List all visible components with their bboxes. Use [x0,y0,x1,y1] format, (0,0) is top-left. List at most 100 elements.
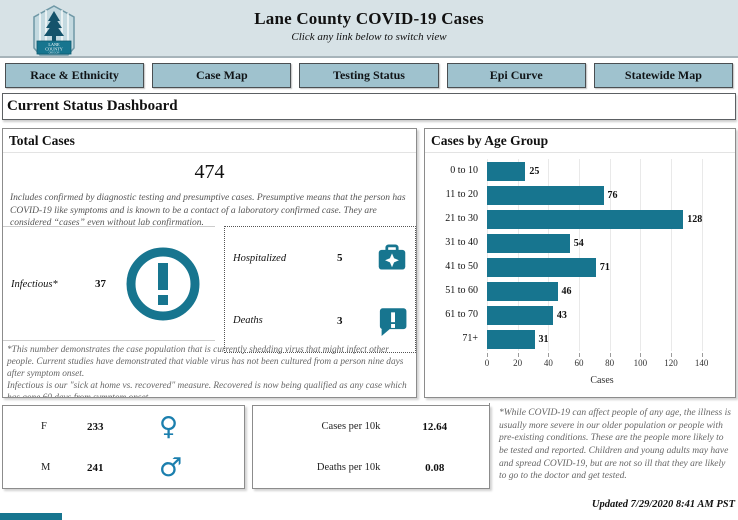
infectious-footnote: *This number demonstrates the case popul… [7,345,407,397]
svg-text:COUNTY: COUNTY [45,47,62,52]
deaths-value: 3 [337,314,343,327]
gender-row: F 233 ♀ [3,406,244,447]
bar-value-label: 54 [573,237,584,249]
nav-button-statewide-map[interactable]: Statewide Map [593,63,734,88]
gridline [579,159,580,351]
corner-accent-bar [0,513,62,520]
infectious-row: Infectious* 37 [3,229,218,339]
total-cases-title: Total Cases [3,129,416,153]
nav-button-testing-status[interactable]: Testing Status [299,63,439,88]
bar-row: 43 [487,303,717,327]
x-tick-mark [701,353,703,357]
bar-0-to-10[interactable] [487,161,526,181]
header: LANE COUNTY OREGON Lane County COVID-19 … [0,0,738,58]
x-tick-mark [487,353,488,357]
hospitalized-label: Hospitalized [233,252,287,264]
female-icon: ♀ [159,411,179,442]
age-category-label: 61 to 70 [445,309,478,320]
x-tick-mark [548,353,550,357]
nav-button-case-map[interactable]: Case Map [152,63,292,88]
rate-value: 12.64 [422,420,448,433]
male-icon: ♂ [159,452,183,483]
total-cases-panel: Total Cases 474 Includes confirmed by di… [2,128,417,398]
bar-row: 128 [487,207,717,231]
bar-71-[interactable] [487,329,535,349]
bar-31-to-40[interactable] [487,233,570,253]
gender-panel: F 233 ♀ M 241 ♂ [2,405,245,489]
nav-button-epi-curve[interactable]: Epi Curve [446,63,586,88]
deaths-label: Deaths [233,315,263,327]
gridline [609,159,611,351]
gridline [487,159,488,351]
x-tick-label: 120 [664,358,678,368]
gridline [640,159,642,351]
rate-label: Cases per 10k [321,421,381,432]
svg-text:LANE: LANE [48,42,60,47]
x-tick-label: 40 [543,358,553,368]
total-cases-value: 474 [194,161,225,183]
medical-kit-icon [378,244,406,270]
divider [3,340,215,341]
age-chart-x-axis-title: Cases [590,375,614,386]
page-header-subtitle: Click any link below to switch view [291,31,447,43]
hospitalized-row: Hospitalized 5 [225,227,415,290]
bar-row: 31 [487,327,717,351]
gridline [671,159,672,351]
bar-21-to-30[interactable] [487,209,684,229]
bar-value-label: 31 [538,333,549,345]
age-note-text: *While COVID-19 can affect people of any… [499,408,731,482]
gender-value: 233 [87,420,104,433]
gridline [517,159,519,351]
x-tick-label: 100 [633,358,648,368]
bar-value-label: 71 [599,261,610,273]
bar-value-label: 76 [607,189,618,201]
svg-text:OREGON: OREGON [49,52,60,55]
page-header-title: Lane County COVID-19 Cases [254,9,484,28]
x-tick-mark [671,353,672,357]
hospitalized-value: 5 [337,252,343,265]
lane-county-logo-icon: LANE COUNTY OREGON [33,5,75,56]
age-chart-category-labels: 0 to 10 11 to 20 21 to 30 31 to 40 41 to 50 5… [425,159,483,351]
infectious-label: Infectious* [11,278,58,290]
bar-row: 25 [487,159,717,183]
rate-row: Cases per 10k 12.64 [253,406,489,447]
age-note-panel: *While COVID-19 can affect people of any… [489,403,738,485]
bar-row: 54 [487,231,717,255]
gridline [701,159,703,351]
nav-button-race-ethnicity[interactable]: Race & Ethnicity [5,63,145,88]
bar-61-to-70[interactable] [487,305,553,325]
bar-value-label: 25 [529,165,540,177]
divider [3,226,215,227]
bar-row: 71 [487,255,717,279]
age-category-label: 51 to 60 [445,285,478,296]
x-tick-label: 60 [574,358,584,368]
bar-value-label: 46 [561,285,572,297]
gender-label: M [41,462,51,473]
gridline [548,159,550,351]
bar-value-label: 128 [687,213,703,225]
bar-41-to-50[interactable] [487,257,596,277]
bar-51-to-60[interactable] [487,281,558,301]
age-category-label: 71+ [462,333,478,344]
bar-11-to-20[interactable] [487,185,604,205]
alert-bubble-icon [379,308,407,336]
x-tick-label: 20 [513,358,523,368]
gender-value: 241 [87,461,104,474]
x-tick-label: 0 [484,358,490,368]
deaths-row: Deaths 3 [225,290,415,353]
age-chart-title: Cases by Age Group [425,129,735,153]
last-updated-timestamp: Updated 7/29/2020 8:41 AM PST [591,499,735,510]
rate-value: 0.08 [425,461,445,474]
age-chart-x-axis: 0 20 40 60 80 100 120 140 [484,353,717,375]
infectious-value: 37 [95,278,106,290]
bar-row: 76 [487,183,717,207]
alert-circle-icon [126,247,200,321]
age-category-label: 31 to 40 [445,237,478,248]
rate-label: Deaths per 10k [316,462,381,473]
page-title: Current Status Dashboard [7,98,178,114]
cases-by-age-panel: Cases by Age Group 0 to 10 11 to 20 21 to … [424,128,736,398]
x-tick-label: 140 [694,358,709,368]
age-category-label: 41 to 50 [445,261,478,272]
bar-row: 46 [487,279,717,303]
